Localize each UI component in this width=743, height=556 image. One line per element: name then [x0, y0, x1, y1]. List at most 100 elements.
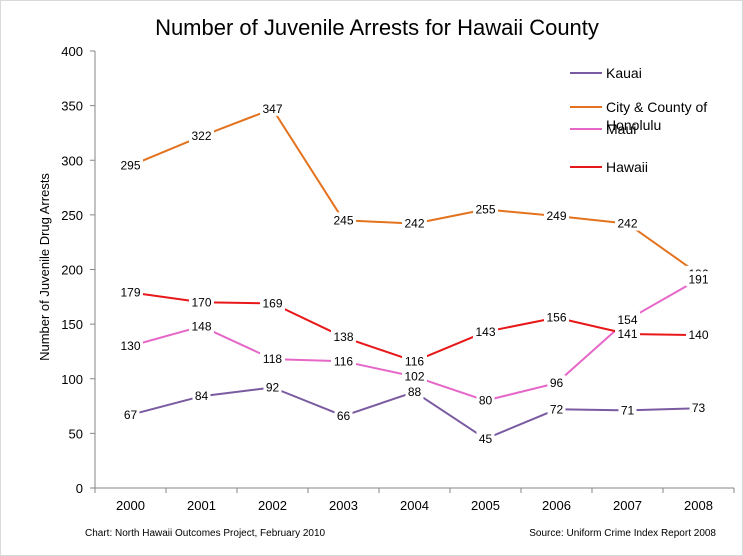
- data-label-background: [544, 309, 569, 325]
- y-tick-label: 350: [61, 99, 83, 114]
- x-tick-label: 2003: [329, 498, 358, 513]
- data-label: 67: [124, 408, 138, 422]
- data-label-background: [334, 407, 353, 423]
- data-label-background: [405, 383, 424, 399]
- data-label: 242: [617, 217, 637, 231]
- data-label: 191: [688, 272, 708, 286]
- data-label: 130: [120, 339, 140, 353]
- data-label: 169: [262, 296, 282, 310]
- data-label-background: [473, 201, 498, 217]
- y-tick-label: 300: [61, 153, 83, 168]
- data-label: 156: [546, 311, 566, 325]
- data-label-background: [686, 271, 711, 287]
- data-label-background: [615, 325, 640, 341]
- data-label-background: [402, 353, 427, 369]
- x-tick-label: 2008: [684, 498, 713, 513]
- data-label-background: [402, 368, 427, 384]
- data-label-background: [260, 295, 285, 311]
- data-label: 322: [191, 129, 211, 143]
- data-label: 141: [617, 327, 637, 341]
- data-label-background: [547, 375, 566, 391]
- data-label: 84: [195, 389, 209, 403]
- data-label: 170: [191, 295, 211, 309]
- data-label-background: [476, 392, 495, 408]
- data-label-background: [118, 157, 143, 173]
- data-label-background: [118, 284, 143, 300]
- y-tick-label: 200: [61, 263, 83, 278]
- data-label-background: [331, 212, 356, 228]
- y-tick-label: 150: [61, 317, 83, 332]
- footnote-left: Chart: North Hawaii Outcomes Project, Fe…: [85, 528, 326, 539]
- data-label-background: [189, 318, 214, 334]
- data-label-background: [331, 329, 356, 345]
- data-label: 140: [688, 328, 708, 342]
- data-label-background: [121, 406, 140, 422]
- data-label: 102: [404, 370, 424, 384]
- y-tick-label: 400: [61, 44, 83, 59]
- data-label: 73: [692, 401, 706, 415]
- data-label: 295: [120, 159, 140, 173]
- data-label-background: [689, 400, 708, 416]
- data-label: 148: [191, 319, 211, 333]
- data-label: 242: [404, 217, 424, 231]
- footnote-right: Source: Uniform Crime Index Report 2008: [529, 528, 716, 539]
- axes: 0 50 100 150 200 250 300 350 400 2000 2001 2002 2003…: [61, 44, 735, 513]
- data-label-background: [686, 327, 711, 343]
- x-tick-label: 2001: [187, 498, 216, 513]
- x-tick-label: 2004: [400, 498, 429, 513]
- data-label: 179: [120, 285, 140, 299]
- data-label: 347: [262, 102, 282, 116]
- legend-label: Kauai: [606, 65, 642, 81]
- data-label-background: [473, 323, 498, 339]
- data-label-background: [263, 379, 282, 395]
- x-tick-label: 2005: [471, 498, 500, 513]
- data-label-background: [547, 401, 566, 417]
- y-tick-label: 100: [61, 372, 83, 387]
- data-label: 154: [617, 313, 637, 327]
- x-tick-label: 2000: [116, 498, 145, 513]
- data-label-background: [615, 215, 640, 231]
- y-axis-label: Number of Juvenile Drug Arrests: [37, 173, 52, 361]
- data-labels: 67 84 92 66 88 45 72 71 73 295 322 347 245 242 255 249 2…: [118, 100, 711, 446]
- legend-label: City & County of Honolulu: [606, 99, 707, 133]
- data-label-background: [260, 100, 285, 116]
- legend-label: Maui: [606, 121, 636, 137]
- data-label: 249: [546, 209, 566, 223]
- series-line-hawaii: [130, 291, 699, 363]
- data-label: 45: [479, 432, 493, 446]
- y-tick-label: 0: [76, 481, 83, 496]
- data-label: 118: [263, 352, 282, 366]
- data-label-background: [476, 430, 495, 446]
- data-label-background: [331, 353, 356, 369]
- x-tick-label: 2002: [258, 498, 287, 513]
- y-tick-label: 250: [61, 208, 83, 223]
- data-label: 96: [550, 376, 564, 390]
- data-label: 255: [475, 202, 495, 216]
- data-label-background: [615, 311, 640, 327]
- data-label: 80: [479, 394, 493, 408]
- y-tick-label: 50: [69, 426, 83, 441]
- data-label: 116: [405, 354, 424, 368]
- legend-label: Hawaii: [606, 159, 648, 175]
- data-label-background: [618, 402, 637, 418]
- data-label: 66: [337, 409, 351, 423]
- data-label: 143: [475, 325, 495, 339]
- chart-title: Number of Juvenile Arrests for Hawaii Co…: [155, 15, 599, 40]
- data-label-background: [118, 337, 143, 353]
- data-label: 88: [408, 385, 422, 399]
- data-label: 71: [621, 403, 635, 417]
- data-label: 92: [266, 380, 280, 394]
- data-label-background: [189, 128, 214, 144]
- data-label: 245: [333, 213, 353, 227]
- data-label: 138: [333, 330, 353, 344]
- data-label-background: [402, 215, 427, 231]
- data-label-background: [192, 388, 211, 404]
- data-label-background: [544, 207, 569, 223]
- data-label-background: [189, 294, 214, 310]
- data-label-background: [260, 351, 285, 367]
- data-label: 72: [550, 402, 564, 416]
- data-label: 116: [334, 354, 353, 368]
- x-tick-label: 2007: [613, 498, 642, 513]
